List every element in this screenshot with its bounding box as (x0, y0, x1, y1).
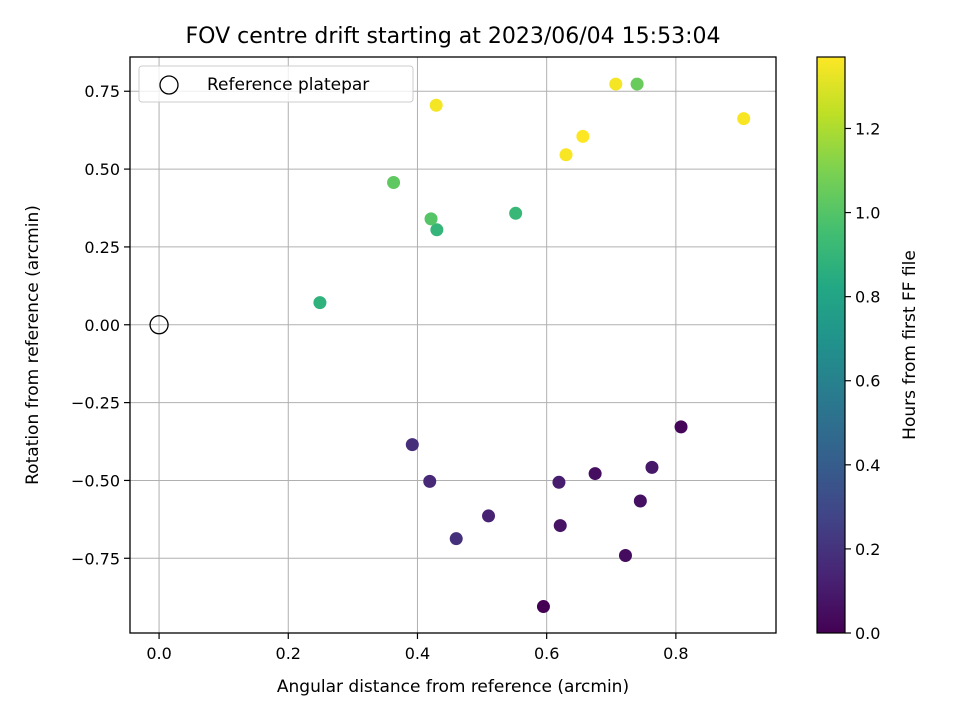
legend-marker-open-circle (159, 75, 179, 95)
y-axis-ticks: −0.75 −0.50 −0.25 0.00 0.25 0.50 0.75 (71, 82, 130, 568)
y-tick-label: −0.75 (71, 549, 120, 568)
scatter-point (645, 460, 659, 474)
scatter-point (609, 77, 623, 91)
scatter-point (423, 474, 437, 488)
scatter-point (313, 296, 327, 310)
legend-entry-reference-platepar: Reference platepar (207, 75, 369, 95)
x-tick-label: 0.6 (534, 644, 559, 663)
scatter-point (387, 175, 401, 189)
scatter-point (576, 129, 590, 143)
x-tick-label: 0.2 (276, 644, 301, 663)
scatter-point (509, 206, 523, 220)
scatter-point (449, 532, 463, 546)
legend-box (138, 65, 414, 103)
y-tick-label: −0.50 (71, 471, 120, 490)
scatter-point (424, 212, 438, 226)
colorbar-gradient (816, 56, 846, 634)
chart-title: FOV centre drift starting at 2023/06/04 … (186, 24, 721, 49)
y-tick-label: −0.25 (71, 394, 120, 413)
colorbar-tick-label: 0.6 (855, 372, 880, 391)
scatter-point (552, 475, 566, 489)
y-tick-label: 0.25 (84, 238, 120, 257)
colorbar-tick-label: 0.8 (855, 288, 880, 307)
scatter-point (618, 548, 632, 562)
x-tick-label: 0.0 (146, 644, 171, 663)
scatter-point (630, 77, 644, 91)
colorbar-tick-label: 1.2 (855, 119, 880, 138)
colorbar-tick-label: 0.2 (855, 540, 880, 559)
scatter-point (674, 420, 688, 434)
reference-marker-layer (149, 315, 169, 335)
reference-platepar-marker (149, 315, 169, 335)
colorbar-tick-label: 0.0 (855, 624, 880, 643)
scatter-point (430, 223, 444, 237)
x-tick-label: 0.4 (405, 644, 430, 663)
x-tick-label: 0.8 (663, 644, 688, 663)
plot-frame (129, 56, 777, 634)
grid (130, 57, 776, 633)
y-tick-label: 0.50 (84, 160, 120, 179)
colorbar: 0.0 0.2 0.4 0.6 0.8 1.0 1.2 Hours from first F… (816, 56, 920, 643)
x-axis-label: Angular distance from reference (arcmin) (277, 677, 629, 697)
scatter-point (737, 112, 751, 126)
legend: Reference platepar (138, 65, 414, 103)
x-axis-ticks: 0.0 0.2 0.4 0.6 0.8 (146, 633, 689, 663)
scatter-point (553, 519, 567, 533)
scatter-point (588, 467, 602, 481)
colorbar-tick-label: 1.0 (855, 204, 880, 223)
scatter-point (429, 98, 443, 112)
scatter-point (559, 148, 573, 162)
scatter-point (482, 509, 496, 523)
scatter-point (405, 438, 419, 452)
colorbar-ticks: 0.0 0.2 0.4 0.6 0.8 1.0 1.2 (845, 119, 880, 643)
scatter-point (536, 600, 550, 614)
scatter-point (633, 494, 647, 508)
colorbar-label: Hours from first FF file (900, 250, 920, 440)
scatter-points (313, 77, 751, 614)
y-axis-label: Rotation from reference (arcmin) (23, 205, 43, 485)
y-tick-label: 0.75 (84, 82, 120, 101)
y-tick-label: 0.00 (84, 316, 120, 335)
colorbar-tick-label: 0.4 (855, 456, 880, 475)
